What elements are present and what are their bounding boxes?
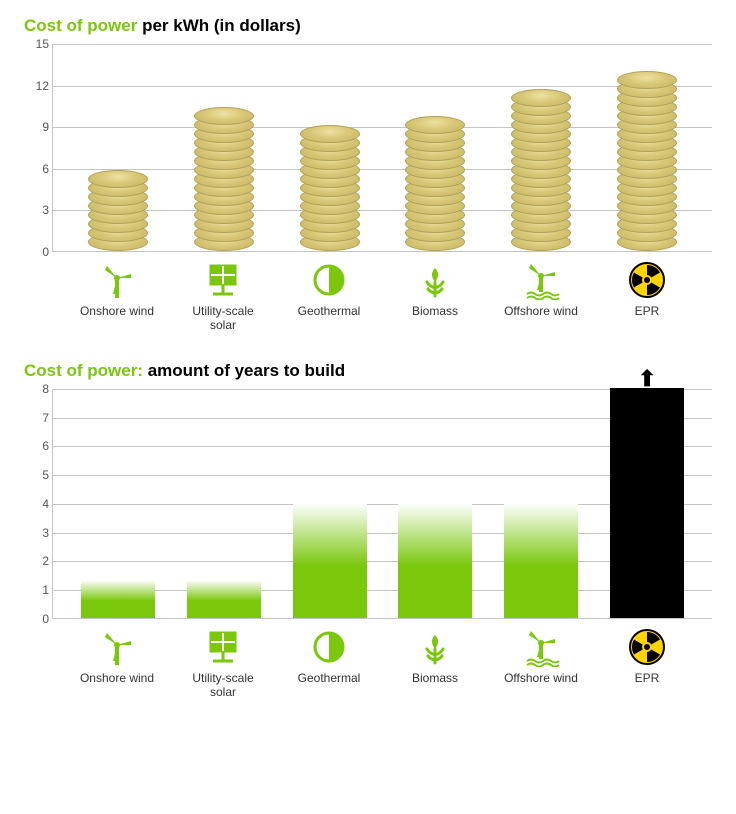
bar-slot-utility-solar (171, 107, 277, 251)
chart1-plot-area: 03691215 (52, 44, 712, 252)
y-axis-label: 4 (29, 497, 49, 511)
bar-slot-utility-solar (171, 580, 277, 617)
solar-icon (203, 625, 243, 669)
coin (405, 116, 465, 134)
coin-stack (617, 71, 677, 251)
bar-slot-biomass (382, 503, 488, 618)
category-label: Geothermal (298, 304, 361, 318)
chart2-icons-row: Onshore wind Utility-scale solar Geotherma… (52, 619, 712, 700)
bar (610, 388, 684, 618)
geothermal-icon (309, 258, 349, 302)
wind-icon (97, 258, 137, 302)
bar-slot-onshore-wind (65, 580, 171, 617)
chart2-plot-area: 012345678⬆ (52, 389, 712, 619)
category-offshore-wind: Offshore wind (488, 625, 594, 700)
y-axis-label: 2 (29, 554, 49, 568)
y-axis-label: 7 (29, 411, 49, 425)
coin-stack (405, 116, 465, 251)
y-axis-label: 1 (29, 583, 49, 597)
category-utility-solar: Utility-scale solar (170, 258, 276, 333)
bar (187, 580, 261, 617)
y-axis-label: 3 (29, 203, 49, 217)
coin-stack (511, 89, 571, 251)
y-axis-label: 15 (29, 37, 49, 51)
coin (511, 89, 571, 107)
y-axis-label: 6 (29, 439, 49, 453)
category-onshore-wind: Onshore wind (64, 258, 170, 333)
offshore-wind-icon (521, 258, 561, 302)
y-axis-label: 0 (29, 612, 49, 626)
y-axis-label: 5 (29, 468, 49, 482)
bar-slot-geothermal (277, 125, 383, 251)
category-label: Utility-scale solar (178, 671, 268, 700)
bar-slot-biomass (382, 116, 488, 251)
y-axis-label: 12 (29, 79, 49, 93)
offshore-wind-icon (521, 625, 561, 669)
category-biomass: Biomass (382, 258, 488, 333)
bar-slot-offshore-wind (488, 503, 594, 618)
coin-stack (300, 125, 360, 251)
category-utility-solar: Utility-scale solar (170, 625, 276, 700)
solar-icon (203, 258, 243, 302)
chart-cost-per-kwh: Cost of power per kWh (in dollars) 03691… (24, 16, 712, 333)
bar-slot-onshore-wind (65, 170, 171, 251)
category-epr: EPR (594, 625, 700, 700)
chart2-title-rest: amount of years to build (143, 361, 345, 380)
nuclear-icon (627, 258, 667, 302)
biomass-icon (415, 258, 455, 302)
category-geothermal: Geothermal (276, 625, 382, 700)
chart2-title-highlight: Cost of power: (24, 361, 143, 380)
category-label: Utility-scale solar (178, 304, 268, 333)
category-label: Geothermal (298, 671, 361, 685)
category-label: Biomass (412, 671, 458, 685)
category-label: Onshore wind (80, 671, 154, 685)
bar (81, 580, 155, 617)
coin (617, 71, 677, 89)
nuclear-icon (627, 625, 667, 669)
bar-slot-epr: ⬆ (594, 388, 700, 618)
chart2-title: Cost of power: amount of years to build (24, 361, 712, 381)
coin (300, 125, 360, 143)
category-geothermal: Geothermal (276, 258, 382, 333)
category-label: Offshore wind (504, 304, 578, 318)
y-axis-label: 0 (29, 245, 49, 259)
y-axis-label: 3 (29, 526, 49, 540)
chart1-title-highlight: Cost of power (24, 16, 137, 35)
bar (293, 503, 367, 618)
category-biomass: Biomass (382, 625, 488, 700)
chart1-icons-row: Onshore wind Utility-scale solar Geotherma… (52, 252, 712, 333)
category-label: Biomass (412, 304, 458, 318)
bar (398, 503, 472, 618)
bars-row: ⬆ (53, 389, 712, 618)
y-axis-label: 8 (29, 382, 49, 396)
category-offshore-wind: Offshore wind (488, 258, 594, 333)
category-label: Onshore wind (80, 304, 154, 318)
coin-stack (88, 170, 148, 251)
wind-icon (97, 625, 137, 669)
category-label: EPR (635, 304, 660, 318)
category-label: Offshore wind (504, 671, 578, 685)
y-axis-label: 6 (29, 162, 49, 176)
biomass-icon (415, 625, 455, 669)
bar-slot-offshore-wind (488, 89, 594, 251)
geothermal-icon (309, 625, 349, 669)
chart-years-to-build: Cost of power: amount of years to build … (24, 361, 712, 700)
category-label: EPR (635, 671, 660, 685)
y-axis-label: 9 (29, 120, 49, 134)
coin (194, 107, 254, 125)
category-onshore-wind: Onshore wind (64, 625, 170, 700)
overflow-arrow-icon: ⬆ (638, 366, 656, 392)
category-epr: EPR (594, 258, 700, 333)
coin-stack (194, 107, 254, 251)
coin (88, 170, 148, 188)
bar-slot-epr (594, 71, 700, 251)
bars-row (53, 44, 712, 251)
bar-slot-geothermal (277, 503, 383, 618)
chart1-title-rest: per kWh (in dollars) (137, 16, 300, 35)
chart1-title: Cost of power per kWh (in dollars) (24, 16, 712, 36)
bar (504, 503, 578, 618)
